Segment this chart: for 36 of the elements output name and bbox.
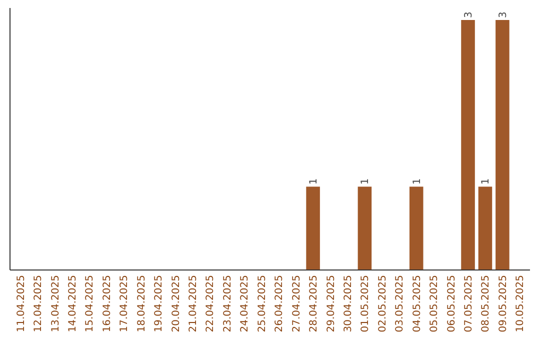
x-tick-label: 22.04.2025 (205, 275, 216, 332)
x-tick-label: 18.04.2025 (136, 275, 148, 332)
data-label: 1 (412, 178, 423, 185)
x-tick-label: 25.04.2025 (256, 275, 268, 332)
x-tick-label: 21.04.2025 (188, 275, 200, 332)
x-tick-label: 15.04.2025 (84, 275, 96, 332)
x-tick-label: 26.04.2025 (274, 275, 286, 332)
data-label: 1 (480, 178, 492, 185)
data-label: 1 (308, 178, 320, 185)
x-tick-label: 09.05.2025 (498, 275, 509, 332)
x-tick-label: 17.04.2025 (119, 275, 130, 332)
x-tick-label: 08.05.2025 (480, 275, 492, 332)
x-tick-label: 14.04.2025 (67, 275, 78, 332)
x-tick-label: 11.04.2025 (16, 275, 27, 332)
x-tick-label: 06.05.2025 (446, 275, 458, 332)
x-tick-label: 03.05.2025 (394, 275, 406, 332)
x-tick-label: 29.04.2025 (326, 275, 337, 332)
data-label: 3 (498, 12, 509, 18)
x-tick-label: 01.05.2025 (360, 275, 372, 332)
x-tick-label: 04.05.2025 (412, 275, 423, 332)
x-tick-label: 19.04.2025 (154, 275, 165, 332)
x-tick-label: 24.04.2025 (240, 275, 251, 332)
data-label: 1 (360, 178, 372, 185)
x-tick-label: 05.05.2025 (429, 275, 440, 332)
data-label: 3 (464, 12, 475, 18)
x-tick-label: 13.04.2025 (50, 275, 62, 332)
x-tick-label: 23.04.2025 (222, 275, 234, 332)
x-tick-label: 20.04.2025 (170, 275, 182, 332)
x-tick-label: 07.05.2025 (464, 275, 475, 332)
x-tick-label: 27.04.2025 (291, 275, 302, 332)
x-tick-label: 02.05.2025 (377, 275, 388, 332)
x-tick-label: 12.04.2025 (33, 275, 44, 332)
x-tick-label: 30.04.2025 (342, 275, 354, 332)
x-tick-label: 10.05.2025 (515, 275, 526, 332)
x-tick-label: 28.04.2025 (308, 275, 320, 332)
x-tick-label: 16.04.2025 (102, 275, 113, 332)
